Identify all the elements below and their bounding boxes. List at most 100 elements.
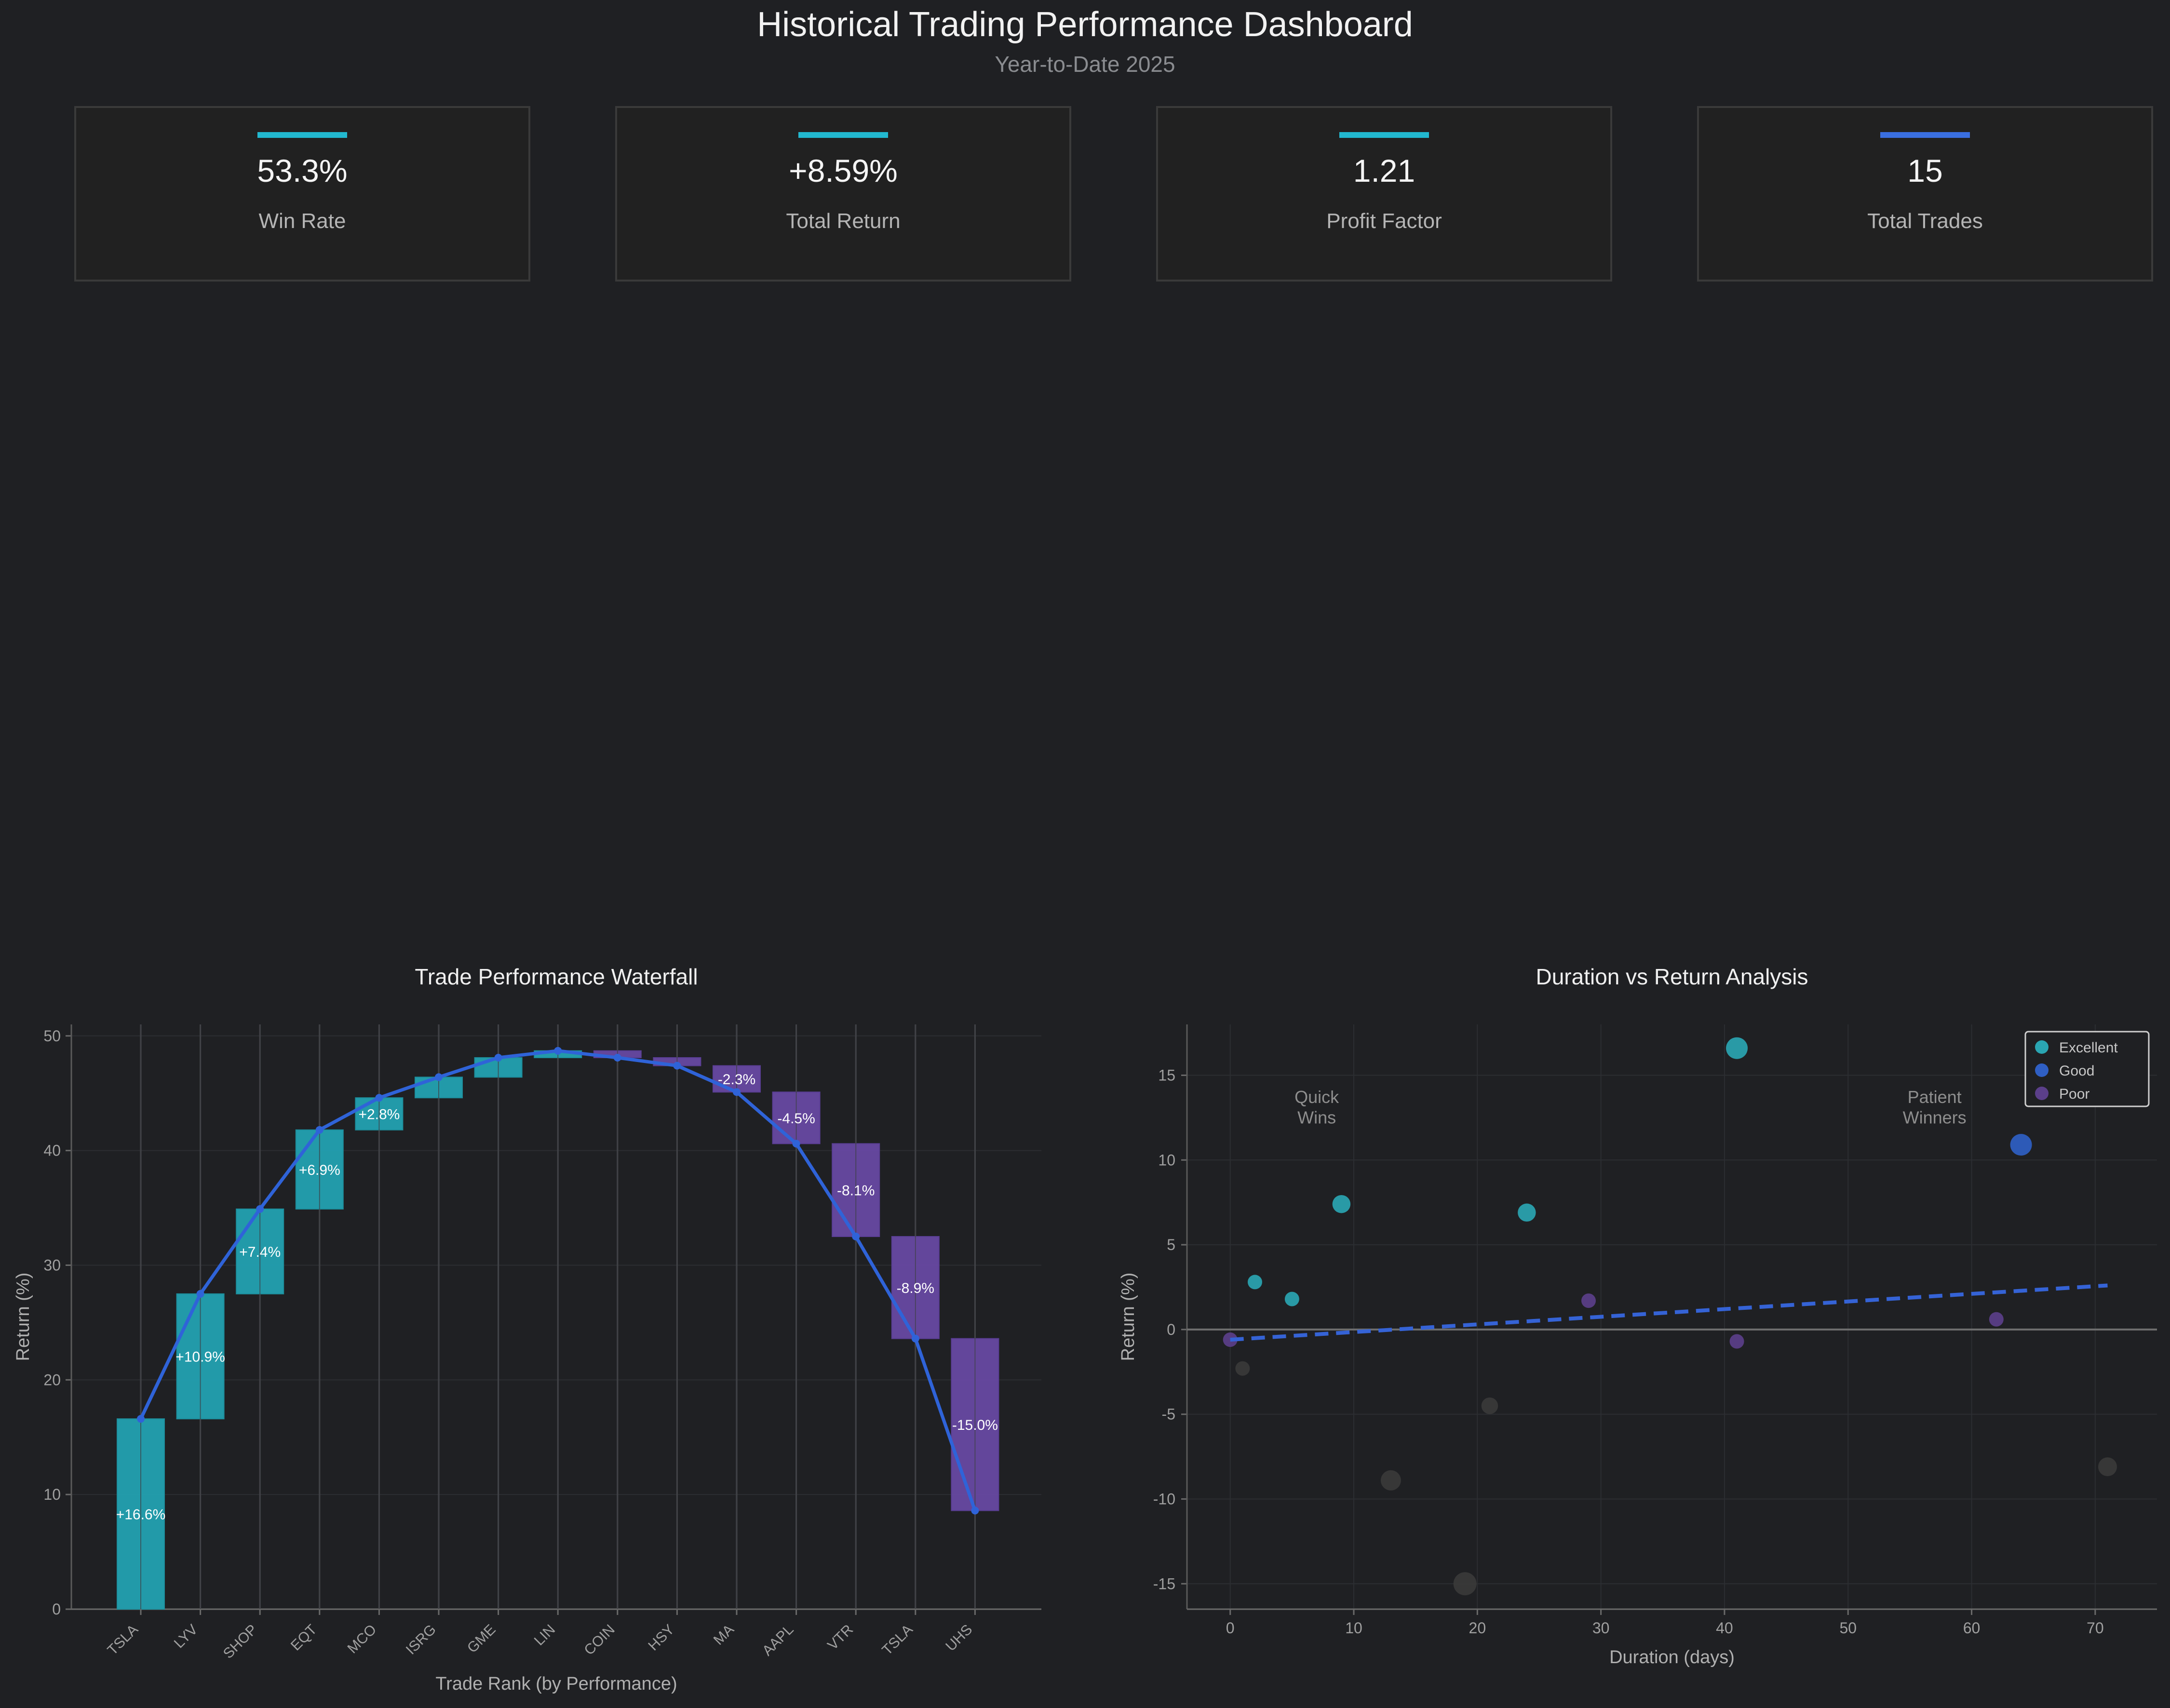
y-tick-label: 0 — [1167, 1321, 1175, 1338]
scatter-point — [1989, 1312, 2004, 1327]
y-tick-label: 0 — [52, 1600, 61, 1618]
scatter-point — [1581, 1293, 1596, 1308]
x-axis-label: Duration (days) — [1609, 1647, 1735, 1668]
x-tick-label: 60 — [1963, 1619, 1981, 1637]
cumulative-point — [554, 1047, 562, 1055]
x-tick-label: COIN — [581, 1622, 618, 1658]
x-tick-label: 40 — [1716, 1619, 1733, 1637]
kpi-card-win-rate: 53.3% Win Rate — [74, 106, 530, 282]
kpi-label: Total Trades — [1867, 209, 1983, 233]
cumulative-point — [435, 1073, 443, 1081]
x-tick-label: 50 — [1839, 1619, 1857, 1637]
scatter-point — [1332, 1195, 1351, 1213]
kpi-card-total-return: +8.59% Total Return — [615, 106, 1071, 282]
y-axis-label: Return (%) — [1118, 1273, 1138, 1361]
kpi-card-profit-factor: 1.21 Profit Factor — [1156, 106, 1612, 282]
scatter-annotation: Patient — [1908, 1087, 1962, 1107]
kpi-accent-bar — [1880, 132, 1970, 138]
cumulative-point — [196, 1290, 204, 1298]
legend-label: Good — [2059, 1063, 2094, 1079]
scatter-point — [1726, 1037, 1748, 1059]
scatter-annotation: Quick — [1294, 1087, 1339, 1107]
x-tick-label: HSY — [645, 1622, 677, 1654]
cumulative-point — [971, 1506, 979, 1515]
cumulative-point — [673, 1062, 681, 1070]
bar-data-label: +10.9% — [175, 1349, 225, 1365]
chart-title: Duration vs Return Analysis — [1536, 964, 1808, 989]
x-tick-label: GME — [464, 1622, 499, 1656]
dashboard-title: Historical Trading Performance Dashboard — [757, 5, 1413, 44]
x-tick-label: LIN — [531, 1622, 558, 1649]
x-tick-label: LYV — [171, 1622, 201, 1652]
legend-box — [2024, 1031, 2150, 1107]
trend-line — [1230, 1283, 2108, 1342]
kpi-label: Profit Factor — [1326, 209, 1442, 233]
legend-marker — [2035, 1040, 2049, 1054]
y-tick-label: 20 — [43, 1371, 61, 1388]
dashboard-subtitle: Year-to-Date 2025 — [995, 52, 1175, 77]
x-axis-label: Trade Rank (by Performance) — [435, 1674, 677, 1694]
x-tick-label: SHOP — [220, 1622, 260, 1662]
x-tick-label: ISRG — [403, 1622, 439, 1658]
kpi-value: 15 — [1907, 153, 1943, 188]
scatter-point — [1380, 1470, 1401, 1491]
y-tick-label: 40 — [43, 1142, 61, 1159]
x-tick-label: AAPL — [759, 1622, 797, 1659]
kpi-card-total-trades: 15 Total Trades — [1697, 106, 2153, 282]
x-tick-label: UHS — [943, 1622, 975, 1654]
scatter-annotation: Wins — [1297, 1107, 1336, 1127]
scatter-point — [2010, 1134, 2032, 1156]
bar-data-label: -15.0% — [952, 1417, 998, 1433]
kpi-accent-bar — [257, 132, 347, 138]
x-tick-label: EQT — [288, 1622, 320, 1654]
cumulative-point — [137, 1415, 145, 1423]
cumulative-point — [613, 1053, 621, 1062]
cumulative-point — [256, 1205, 264, 1213]
y-tick-label: 10 — [43, 1486, 61, 1503]
cumulative-point — [494, 1053, 502, 1062]
scatter-point — [1729, 1334, 1744, 1349]
scatter-point — [1247, 1275, 1262, 1290]
bar-data-label: -2.3% — [718, 1072, 755, 1088]
cumulative-point — [852, 1233, 860, 1241]
scatter-point — [1453, 1572, 1477, 1596]
bar-data-label: +7.4% — [239, 1244, 281, 1260]
scatter-point — [1235, 1361, 1250, 1376]
y-tick-label: 15 — [1158, 1066, 1175, 1084]
bar-data-label: +6.9% — [299, 1162, 340, 1178]
bar-data-label: -4.5% — [777, 1111, 815, 1127]
legend-label: Poor — [2059, 1086, 2089, 1102]
y-tick-label: -15 — [1153, 1575, 1175, 1592]
cumulative-point — [733, 1088, 741, 1096]
x-tick-label: 30 — [1592, 1619, 1610, 1637]
kpi-accent-bar — [1339, 132, 1429, 138]
x-tick-label: MCO — [345, 1622, 380, 1657]
y-tick-label: -10 — [1153, 1490, 1175, 1507]
y-tick-label: 30 — [43, 1256, 61, 1274]
x-tick-label: TSLA — [879, 1622, 916, 1658]
scatter-annotation: Winners — [1903, 1107, 1967, 1127]
bar-data-label: -8.1% — [837, 1183, 875, 1199]
x-tick-label: 0 — [1226, 1619, 1235, 1637]
kpi-label: Win Rate — [258, 209, 346, 233]
x-tick-label: 20 — [1469, 1619, 1486, 1637]
x-tick-label: MA — [711, 1622, 737, 1648]
kpi-label: Total Return — [786, 209, 901, 233]
y-tick-label: 10 — [1158, 1151, 1175, 1169]
chart-title: Trade Performance Waterfall — [415, 964, 698, 989]
cumulative-point — [792, 1140, 800, 1148]
kpi-value: 1.21 — [1353, 153, 1415, 188]
legend-marker — [2035, 1063, 2049, 1077]
legend-label: Excellent — [2059, 1040, 2118, 1056]
scatter-point — [1481, 1397, 1498, 1414]
scatter-point — [2098, 1457, 2117, 1477]
scatter-point — [1518, 1203, 1536, 1222]
legend-marker — [2035, 1087, 2049, 1100]
scatter-point — [1284, 1291, 1299, 1306]
cumulative-point — [375, 1094, 383, 1102]
kpi-value: 53.3% — [257, 153, 348, 188]
bar-data-label: +2.8% — [358, 1107, 400, 1123]
x-tick-label: 70 — [2087, 1619, 2104, 1637]
y-tick-label: 5 — [1167, 1236, 1175, 1253]
